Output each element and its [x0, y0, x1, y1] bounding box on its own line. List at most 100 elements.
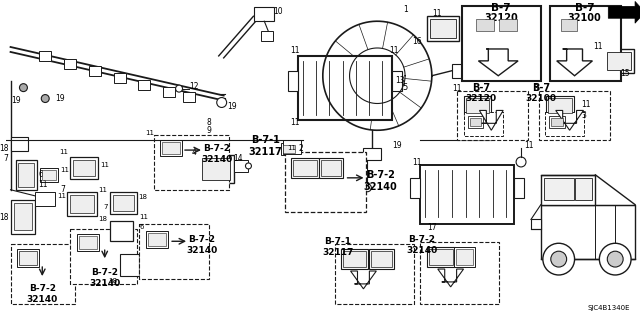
- Bar: [70, 229, 138, 284]
- Text: 4: 4: [192, 148, 197, 157]
- Bar: [342, 251, 367, 267]
- Text: 32140: 32140: [406, 246, 438, 255]
- Circle shape: [217, 98, 227, 108]
- Bar: [561, 19, 577, 31]
- Bar: [321, 160, 340, 176]
- Text: 11: 11: [38, 180, 48, 189]
- Bar: [15, 160, 37, 190]
- Text: 13: 13: [395, 76, 404, 85]
- Bar: [67, 192, 97, 216]
- Text: 2: 2: [298, 144, 303, 152]
- Bar: [40, 168, 58, 182]
- Bar: [109, 192, 138, 213]
- Bar: [199, 155, 234, 183]
- Bar: [545, 112, 584, 136]
- Bar: [10, 244, 75, 304]
- Bar: [70, 195, 94, 212]
- Bar: [544, 178, 573, 200]
- Bar: [499, 19, 517, 31]
- Bar: [288, 71, 298, 91]
- Bar: [607, 52, 631, 70]
- Bar: [392, 71, 402, 91]
- Bar: [514, 178, 524, 198]
- Circle shape: [599, 243, 631, 275]
- Bar: [319, 158, 342, 178]
- Text: B-7: B-7: [472, 83, 490, 93]
- Bar: [10, 137, 28, 151]
- Text: 11: 11: [145, 130, 154, 136]
- Bar: [140, 225, 209, 279]
- Bar: [456, 249, 474, 265]
- Bar: [293, 160, 317, 176]
- Bar: [556, 13, 613, 51]
- Text: 11: 11: [59, 149, 68, 155]
- Bar: [109, 221, 134, 241]
- Bar: [465, 98, 490, 114]
- Bar: [604, 49, 634, 73]
- Bar: [452, 64, 470, 78]
- Bar: [456, 91, 528, 140]
- Bar: [474, 17, 496, 33]
- Polygon shape: [608, 1, 640, 23]
- Text: 11: 11: [389, 47, 399, 56]
- Text: 19: 19: [228, 102, 237, 111]
- Text: B-7-2: B-7-2: [366, 170, 395, 180]
- Text: 32140: 32140: [201, 154, 232, 164]
- Text: 11: 11: [432, 9, 442, 18]
- Bar: [364, 148, 381, 160]
- Text: 11: 11: [593, 41, 602, 50]
- Bar: [467, 116, 483, 128]
- Bar: [369, 249, 394, 269]
- Text: 8: 8: [207, 118, 211, 127]
- Bar: [160, 140, 182, 156]
- Bar: [549, 116, 564, 128]
- Bar: [420, 165, 514, 225]
- Polygon shape: [479, 49, 518, 76]
- Polygon shape: [556, 110, 584, 130]
- Bar: [42, 170, 56, 180]
- Bar: [541, 204, 635, 259]
- Text: 7: 7: [60, 185, 65, 194]
- Text: 11: 11: [291, 118, 300, 127]
- Bar: [531, 219, 541, 229]
- Bar: [19, 251, 37, 265]
- Text: B-7-2: B-7-2: [92, 269, 118, 278]
- Bar: [470, 13, 529, 51]
- Bar: [463, 96, 492, 115]
- Bar: [541, 175, 595, 204]
- Circle shape: [364, 184, 371, 192]
- Bar: [497, 17, 519, 33]
- Bar: [454, 247, 476, 267]
- Bar: [77, 234, 99, 251]
- Bar: [17, 249, 39, 267]
- Bar: [120, 254, 140, 276]
- Circle shape: [516, 157, 526, 167]
- Bar: [539, 91, 611, 140]
- Bar: [89, 66, 100, 76]
- Bar: [461, 6, 541, 81]
- Text: B-7-2: B-7-2: [29, 284, 56, 293]
- Text: 32140: 32140: [27, 295, 58, 304]
- Text: 18: 18: [109, 278, 118, 284]
- Text: B-7: B-7: [492, 3, 511, 13]
- Text: 19: 19: [392, 141, 402, 150]
- Text: B-7-2: B-7-2: [188, 235, 216, 244]
- Text: 11: 11: [57, 193, 66, 199]
- Bar: [35, 192, 55, 205]
- Bar: [427, 247, 454, 267]
- Text: 11: 11: [524, 141, 534, 150]
- Bar: [476, 19, 494, 31]
- Bar: [70, 157, 98, 179]
- Bar: [291, 158, 319, 178]
- Text: 11: 11: [582, 100, 591, 109]
- Text: 3: 3: [582, 111, 586, 120]
- Circle shape: [41, 94, 49, 102]
- Bar: [548, 98, 572, 114]
- Text: FR.: FR.: [608, 6, 628, 16]
- Text: 11: 11: [60, 167, 69, 173]
- Text: 18: 18: [0, 213, 8, 222]
- Bar: [430, 19, 456, 38]
- Text: SJC4B1340E: SJC4B1340E: [588, 305, 630, 311]
- Circle shape: [551, 251, 566, 267]
- Text: 32140: 32140: [364, 182, 397, 192]
